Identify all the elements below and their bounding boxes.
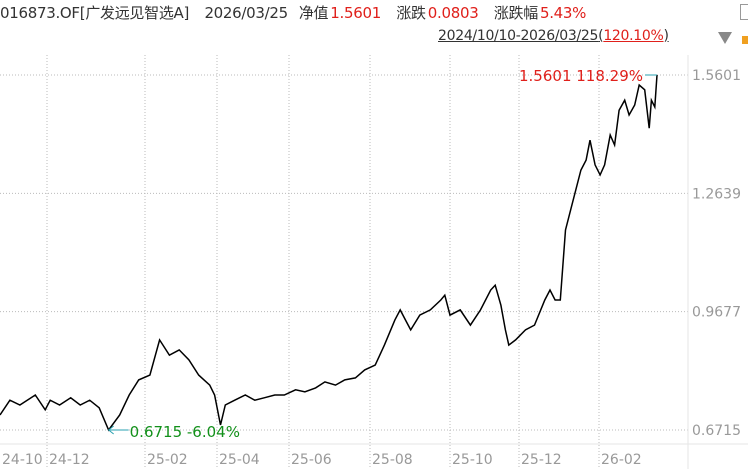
min-arrow: [107, 425, 129, 435]
y-tick-label: 0.6715: [692, 423, 741, 439]
dropdown-triangle-icon[interactable]: [718, 32, 732, 44]
nav-label: 净值: [298, 4, 329, 22]
x-tick-label: 25-12: [521, 452, 562, 468]
x-tick-label: 25-10: [452, 452, 493, 468]
x-tick-label: 25-02: [147, 452, 188, 468]
date-range[interactable]: 2024/10/10-2026/03/25: [438, 28, 599, 44]
nav-line: [0, 74, 658, 432]
color-marker-icon: [742, 36, 748, 44]
date: 2026/03/25: [204, 4, 288, 22]
range-paren-close: ): [663, 28, 669, 44]
y-tick-label: 0.9677: [692, 305, 741, 321]
range-paren-open: (: [598, 28, 604, 44]
y-tick-label: 1.5601: [692, 68, 741, 84]
date-range-selector[interactable]: 2024/10/10-2026/03/25(120.10%): [438, 28, 669, 44]
x-tick-label: 25-06: [291, 452, 332, 468]
change-value: 0.0803: [427, 4, 479, 22]
y-tick-label: 1.2639: [692, 186, 741, 202]
change-label: 涨跌: [396, 4, 426, 22]
x-tick-label: 24-10: [2, 452, 43, 468]
fund-header: 016873.OF[广发远见智选A] 2026/03/25 净值 1.5601 涨…: [0, 2, 588, 23]
nav-value: 1.5601: [330, 4, 381, 22]
change-pct-label: 涨跌幅: [493, 4, 538, 22]
x-tick-label: 25-04: [219, 452, 260, 468]
max-label: 1.5601 118.29%: [519, 67, 643, 85]
panel-corner-icon[interactable]: [740, 4, 748, 20]
min-label: 0.6715 -6.04%: [130, 423, 240, 441]
range-return: 120.10%: [603, 28, 664, 44]
x-tick-label: 24-12: [49, 452, 90, 468]
x-tick-label: 25-08: [372, 452, 413, 468]
change-pct-value: 5.43%: [539, 4, 587, 22]
fund-code: 016873.OF[广发远见智选A]: [0, 4, 190, 22]
x-tick-label: 26-02: [601, 452, 642, 468]
